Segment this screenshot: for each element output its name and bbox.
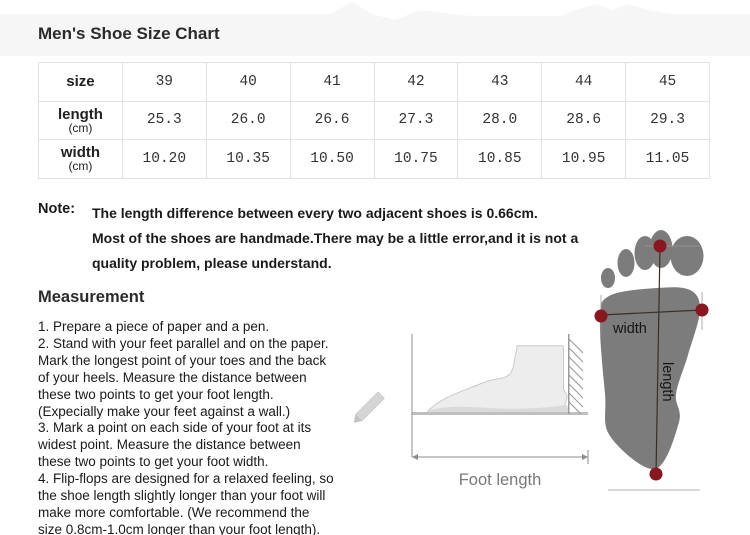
- svg-text:width: width: [612, 321, 647, 337]
- svg-text:length: length: [659, 362, 675, 402]
- svg-text:Foot length: Foot length: [459, 471, 542, 489]
